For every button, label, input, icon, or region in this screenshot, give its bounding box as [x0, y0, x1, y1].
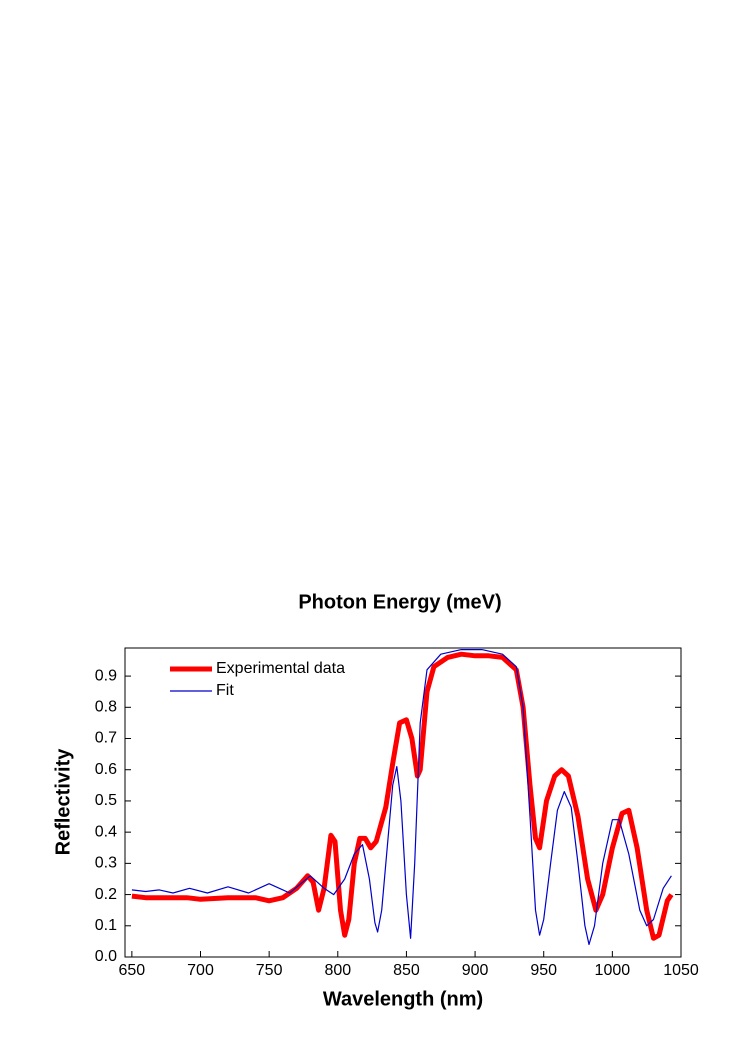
y-tick-label: 0.6 — [95, 761, 117, 778]
x-tick-label: 1000 — [595, 962, 631, 979]
y-tick-label: 0.9 — [95, 667, 117, 684]
legend-label: Fit — [216, 682, 234, 699]
legend-label: Experimental data — [216, 660, 345, 677]
series-line — [131, 651, 674, 941]
x-tick-label: 1050 — [663, 962, 699, 979]
y-tick-label: 0.2 — [95, 886, 117, 903]
x-tick-label: 850 — [393, 962, 420, 979]
series-line — [131, 649, 672, 946]
y-axis-label: Reflectivity — [52, 748, 74, 856]
x2-axis-label: Photon Energy (meV) — [298, 591, 501, 613]
x-tick-label: 650 — [119, 962, 146, 979]
y-tick-label: 0.5 — [95, 792, 117, 809]
plot-frame — [124, 647, 682, 958]
x-tick-label: 950 — [530, 962, 557, 979]
x-tick-label: 700 — [187, 962, 214, 979]
y-tick-label: 0.1 — [95, 917, 117, 934]
y-tick-label: 0.4 — [95, 823, 117, 840]
y-tick-label: 0.3 — [95, 855, 117, 872]
y-tick-label: 0.8 — [95, 699, 117, 716]
x-tick-label: 800 — [324, 962, 351, 979]
x-tick-label: 750 — [256, 962, 283, 979]
x-axis-label: Wavelength (nm) — [323, 988, 483, 1010]
y-tick-label: 0.7 — [95, 730, 117, 747]
y-tick-label: 0.0 — [95, 948, 117, 965]
x-tick-label: 900 — [462, 962, 489, 979]
